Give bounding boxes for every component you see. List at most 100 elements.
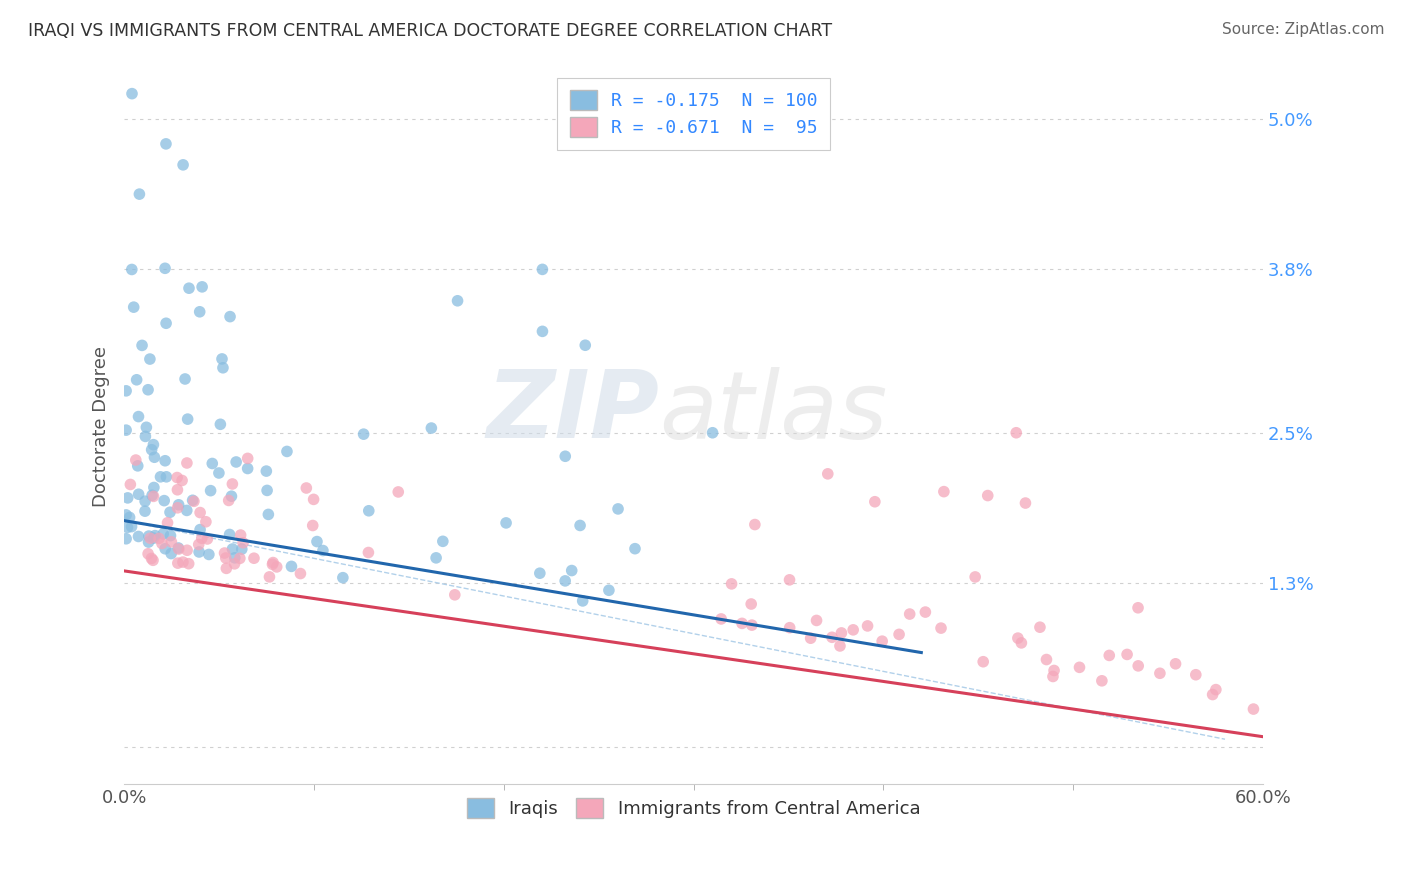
Point (965, 570, 987, 584)
Text: atlas: atlas (659, 367, 887, 458)
Point (122, 300, 145, 314)
Point (120, 477, 142, 491)
Point (254, 464, 277, 478)
Point (188, 545, 211, 559)
Point (218, 493, 240, 508)
Point (232, 536, 254, 550)
Point (236, 451, 259, 466)
Text: IRAQI VS IMMIGRANTS FROM CENTRAL AMERICA DOCTORATE DEGREE CORRELATION CHART: IRAQI VS IMMIGRANTS FROM CENTRAL AMERICA… (28, 22, 832, 40)
Point (863, 494, 886, 508)
Point (159, 528, 181, 542)
Point (139, 352, 162, 367)
Point (1010, 636, 1032, 650)
Point (1164, 657, 1187, 671)
Point (290, 566, 312, 581)
Point (295, 481, 318, 495)
Point (188, 506, 211, 520)
Point (142, 489, 165, 503)
Point (357, 545, 380, 559)
Point (702, 425, 724, 440)
Point (554, 574, 576, 588)
Point (225, 455, 247, 469)
Point (138, 529, 160, 543)
Point (174, 372, 197, 386)
Point (201, 457, 224, 471)
Point (231, 542, 253, 557)
Point (142, 438, 165, 452)
Point (181, 493, 204, 508)
Point (155, 316, 177, 330)
Point (914, 605, 936, 619)
Point (821, 630, 844, 644)
Point (134, 504, 156, 518)
Point (141, 551, 163, 566)
Point (302, 492, 325, 507)
Point (280, 559, 302, 574)
Point (741, 618, 763, 632)
Point (191, 280, 214, 294)
Point (219, 310, 242, 324)
Point (830, 626, 852, 640)
Point (710, 612, 733, 626)
Point (224, 557, 246, 571)
Point (495, 516, 517, 530)
Point (607, 502, 630, 516)
Point (155, 470, 177, 484)
Point (432, 534, 454, 549)
Legend: Iraqis, Immigrants from Central America: Iraqis, Immigrants from Central America (460, 791, 928, 825)
Point (143, 528, 166, 542)
Point (153, 454, 176, 468)
Point (198, 548, 221, 562)
Point (574, 338, 596, 352)
Point (167, 498, 190, 512)
Y-axis label: Doctorate Degree: Doctorate Degree (93, 346, 110, 507)
Point (153, 261, 176, 276)
Point (779, 573, 801, 587)
Point (569, 518, 592, 533)
Point (150, 536, 173, 550)
Point (167, 542, 190, 557)
Point (215, 561, 238, 575)
Point (977, 489, 1000, 503)
Point (1185, 667, 1208, 681)
Point (229, 528, 252, 542)
Point (806, 614, 828, 628)
Point (166, 483, 188, 497)
Point (155, 136, 177, 151)
Point (142, 531, 165, 545)
Point (209, 417, 232, 432)
Point (172, 158, 194, 172)
Point (425, 550, 447, 565)
Point (305, 534, 328, 549)
Point (856, 619, 879, 633)
Point (1098, 648, 1121, 663)
Point (1029, 620, 1052, 634)
Point (118, 510, 141, 524)
Point (446, 293, 468, 308)
Point (554, 450, 576, 464)
Point (1241, 702, 1264, 716)
Point (256, 483, 278, 498)
Point (420, 421, 443, 435)
Point (121, 519, 143, 533)
Point (188, 523, 211, 537)
Point (887, 627, 910, 641)
Point (139, 531, 162, 545)
Point (131, 338, 153, 352)
Point (135, 420, 157, 434)
Point (176, 503, 198, 517)
Point (243, 551, 266, 566)
Point (779, 621, 801, 635)
Point (153, 541, 176, 556)
Point (224, 550, 246, 565)
Point (1005, 425, 1028, 440)
Point (142, 553, 165, 567)
Point (166, 470, 188, 484)
Point (1043, 664, 1066, 678)
Point (972, 655, 994, 669)
Point (221, 489, 243, 503)
Point (262, 558, 284, 572)
Point (172, 555, 194, 569)
Point (353, 427, 375, 442)
Point (115, 532, 138, 546)
